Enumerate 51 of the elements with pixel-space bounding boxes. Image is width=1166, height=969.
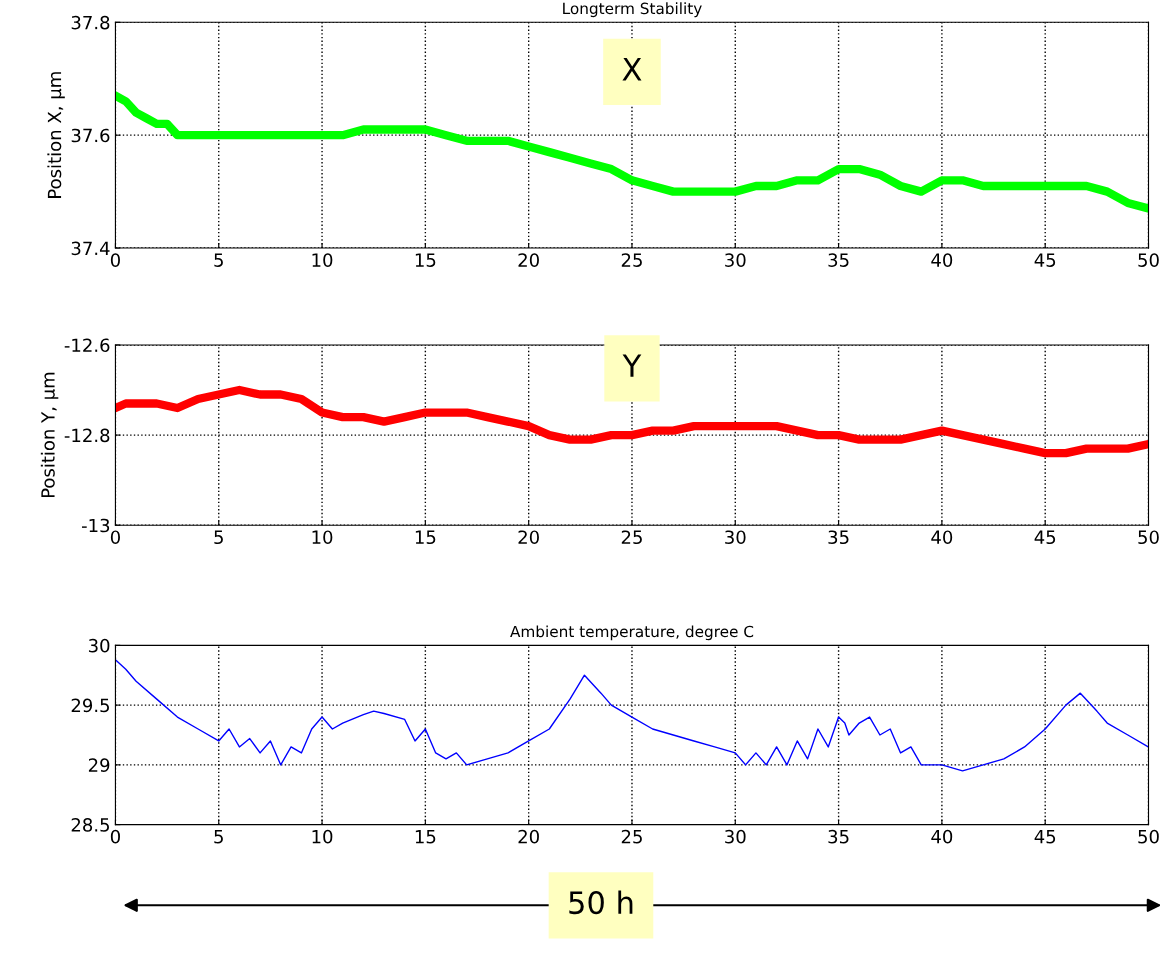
x-tick-label: 50 <box>1138 253 1159 267</box>
chart-title: Ambient temperature, degree C <box>510 625 754 641</box>
line-series <box>115 659 1149 772</box>
x-tick-label: 25 <box>621 829 642 844</box>
x-tick-label: 35 <box>828 253 849 267</box>
y-tick-label: -12.8 <box>64 428 110 443</box>
x-tick-label: 20 <box>518 530 539 545</box>
y-axis-title: Position X, µm <box>47 72 65 198</box>
x-tick-label: 45 <box>1034 253 1056 267</box>
x-tick-label: 0 <box>110 253 120 267</box>
x-tick-label: 15 <box>415 530 436 545</box>
text: 50 h <box>569 890 633 915</box>
x-tick-label: 50 <box>1138 530 1159 545</box>
annotation: X <box>622 58 642 81</box>
x-tick-label: 30 <box>725 829 746 844</box>
x-tick-label: 25 <box>621 530 642 545</box>
x-tick-label: 5 <box>214 253 223 267</box>
x-tick-label: 10 <box>312 253 333 267</box>
x-tick-label: 15 <box>415 253 436 267</box>
x-tick-label: 30 <box>725 253 746 267</box>
x-tick-label: 50 <box>1138 829 1159 844</box>
y-tick-label: -13 <box>81 518 110 533</box>
x-tick-label: 0 <box>110 829 120 844</box>
annotation: Y <box>622 354 642 377</box>
x-tick-label: 5 <box>214 830 223 844</box>
y-tick-label: 30 <box>88 638 110 653</box>
x-tick-label: 40 <box>931 253 953 267</box>
x-tick-label: 0 <box>110 530 120 545</box>
y-tick-label: -12.6 <box>64 338 110 353</box>
y-axis-title: Position Y, µm <box>40 372 59 498</box>
x-tick-label: 10 <box>312 530 333 545</box>
x-tick-label: 35 <box>828 530 849 545</box>
x-tick-label: 35 <box>828 829 849 844</box>
x-tick-label: 45 <box>1034 530 1056 545</box>
x-tick-label: 25 <box>621 253 642 267</box>
x-tick-label: 15 <box>415 830 436 844</box>
y-tick-label: 29 <box>88 758 110 772</box>
x-tick-label: 20 <box>518 829 539 844</box>
x-tick-label: 10 <box>312 829 333 844</box>
x-tick-label: 5 <box>214 530 223 545</box>
x-tick-label: 30 <box>725 530 746 545</box>
y-tick-label: 37.8 <box>71 15 110 30</box>
y-tick-label: 29.5 <box>71 698 109 713</box>
x-tick-label: 45 <box>1034 830 1056 844</box>
x-tick-label: 40 <box>931 530 953 545</box>
x-tick-label: 40 <box>931 829 953 844</box>
y-tick-label: 37.6 <box>71 128 110 143</box>
y-tick-label: 37.4 <box>71 241 110 256</box>
x-tick-label: 20 <box>518 253 539 267</box>
chart-title: Longterm Stability <box>563 2 702 18</box>
y-tick-label: 28.5 <box>71 818 109 832</box>
